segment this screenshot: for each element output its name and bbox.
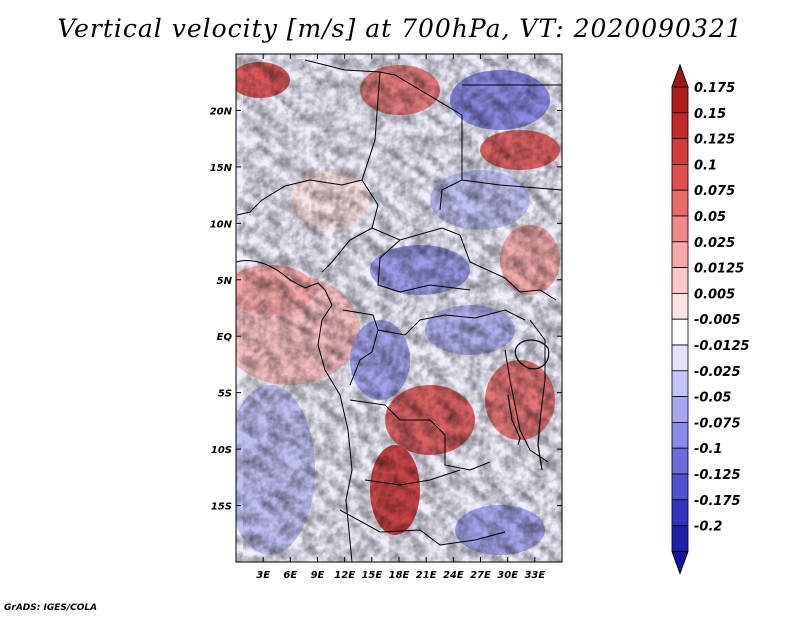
chart-title: Vertical velocity [m/s] at 700hPa, VT: 2… [57, 14, 743, 43]
lon-tick-label: 24E [443, 570, 464, 581]
lat-tick-label: 5S [218, 389, 232, 400]
lat-tick-label: 5N [217, 276, 233, 287]
colorbar-top-cap [671, 63, 689, 88]
colorbar-swatch [671, 421, 689, 449]
colorbar-label: 0.05 [694, 210, 726, 225]
colorbar-label: 0.175 [694, 81, 735, 96]
colorbar-label: 0.125 [694, 133, 735, 148]
lat-tick-label: 10S [211, 445, 232, 456]
colorbar-swatch [671, 344, 689, 372]
lon-tick-label: 33E [524, 570, 545, 581]
grads-credit: GrADS: IGES/COLA [4, 603, 98, 613]
colorbar-label: -0.0125 [694, 339, 750, 354]
colorbar-label: 0.1 [694, 158, 717, 173]
colorbar-label: -0.175 [694, 494, 741, 509]
colorbar-swatch [671, 499, 689, 526]
colorbar-label: -0.025 [694, 365, 741, 380]
colorbar-swatch [671, 318, 689, 346]
country-borders [236, 59, 562, 562]
colorbar-swatch [671, 86, 689, 114]
lat-tick-label: 15N [210, 163, 233, 174]
lon-tick-label: 12E [334, 570, 355, 581]
colorbar-swatch [671, 215, 689, 243]
colorbar-swatch [671, 241, 689, 269]
colorbar-swatch [671, 163, 689, 191]
colorbar-bottom-cap [671, 550, 689, 575]
lake-outlines [507, 339, 550, 471]
colorbar-swatch [671, 292, 689, 320]
colorbar-label: -0.005 [694, 313, 741, 328]
lon-tick-label: 15E [361, 570, 382, 581]
colorbar-label: 0.025 [694, 236, 735, 251]
colorbar-swatch [671, 189, 689, 217]
colorbar-label: 0.005 [694, 287, 735, 302]
lon-tick-label: 3E [256, 570, 270, 581]
lat-tick-label: 15S [211, 502, 232, 513]
lon-tick-label: 9E [311, 570, 325, 581]
lat-tick-label: EQ [217, 332, 233, 343]
lon-tick-label: 18E [389, 570, 410, 581]
field-layer [236, 54, 562, 562]
colorbar-swatch [671, 525, 689, 552]
lon-tick-label: 30E [497, 570, 518, 581]
latitude-axis: 20N 15N 10N 5N EQ 5S 10S 15S [210, 106, 562, 513]
colorbar-label: -0.125 [694, 468, 741, 483]
colorbar: 0.175 0.15 0.125 0.1 0.075 0.05 0.025 0.0125 0.0… [671, 63, 750, 575]
lon-tick-label: 6E [283, 570, 297, 581]
colorbar-swatch [671, 112, 689, 140]
colorbar-swatch [671, 138, 689, 165]
colorbar-swatch [671, 370, 689, 397]
colorbar-label: -0.075 [694, 416, 741, 431]
colorbar-label: -0.05 [694, 391, 731, 406]
colorbar-swatch [671, 267, 689, 294]
colorbar-label: 0.0125 [694, 262, 744, 277]
lon-tick-label: 27E [470, 570, 491, 581]
lon-tick-label: 21E [416, 570, 437, 581]
colorbar-label: 0.075 [694, 184, 735, 199]
colorbar-swatch [671, 473, 689, 501]
colorbar-label: -0.1 [694, 442, 722, 457]
colorbar-swatch [671, 396, 689, 423]
colorbar-swatch [671, 447, 689, 475]
colorbar-label: 0.15 [694, 107, 726, 122]
colorbar-label: -0.2 [694, 520, 722, 535]
lat-tick-label: 10N [210, 219, 233, 230]
lat-tick-label: 20N [210, 106, 233, 117]
longitude-axis: 3E 6E 9E 12E 15E 18E 21E 24E 27E 30E 33E [256, 54, 545, 581]
